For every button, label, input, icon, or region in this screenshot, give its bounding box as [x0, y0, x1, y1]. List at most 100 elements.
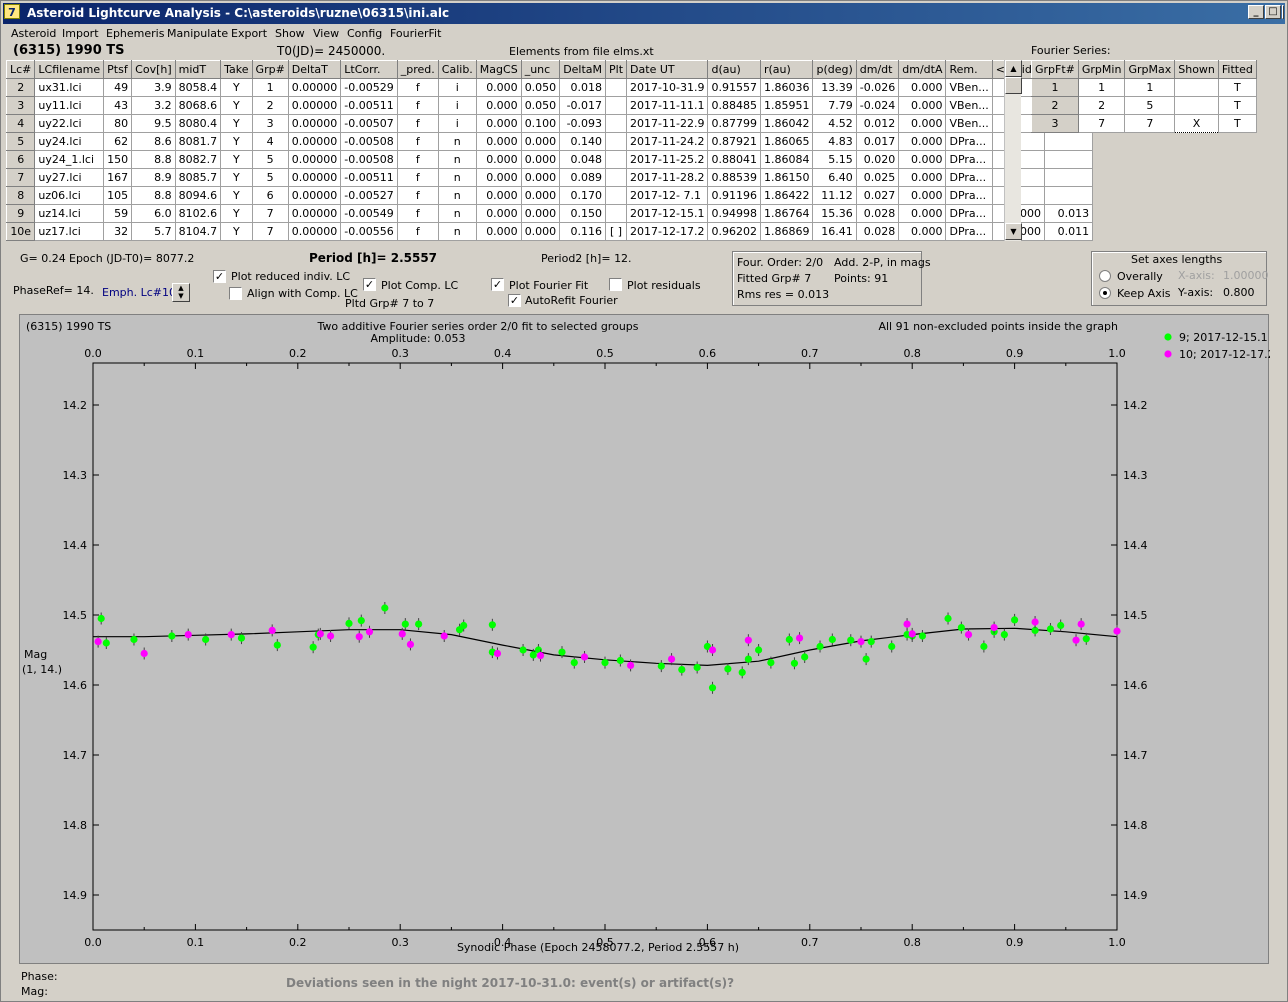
table-cell[interactable]: 0.012 [855, 114, 900, 133]
table-cell[interactable]: 0.000 [898, 78, 947, 97]
table-cell[interactable]: 0.87799 [707, 114, 761, 133]
table-cell[interactable]: Y [220, 222, 253, 241]
table-cell[interactable]: 0.94998 [707, 204, 761, 223]
table-cell[interactable]: n [437, 186, 477, 205]
table-row[interactable]: 4 uy22.lci 80 9.5 8080.4 Y 3 0.00000 -0.00507 f i 0… [5, 114, 1094, 133]
emph-spinner[interactable]: ▲ ▼ [172, 283, 190, 302]
table-cell[interactable]: 0.000 [898, 168, 947, 187]
table-cell[interactable]: -0.00508 [340, 150, 398, 169]
column-header[interactable]: Plt [605, 60, 628, 79]
table-cell[interactable]: 6.0 [131, 204, 176, 223]
table-cell[interactable]: 0.000 [520, 204, 561, 223]
column-header[interactable]: d(au) [707, 60, 761, 79]
table-cell[interactable]: 2017-12-17.2 [626, 222, 709, 241]
table-cell[interactable]: 3.2 [131, 96, 176, 115]
table-cell[interactable]: 16.41 [812, 222, 857, 241]
table-cell[interactable]: 0.00000 [287, 96, 342, 115]
table-cell[interactable]: 8104.7 [174, 222, 222, 241]
table-cell[interactable]: 7 [251, 222, 289, 241]
row-header[interactable]: 6 [5, 150, 36, 169]
row-header[interactable]: 10e [5, 222, 36, 241]
table-scrollbar[interactable]: ▲ ▼ [1004, 60, 1022, 241]
column-header[interactable]: Cov[h] [131, 60, 176, 79]
column-header[interactable]: _pred. [396, 60, 439, 79]
fourier-cell[interactable]: 1 [1124, 78, 1176, 97]
table-cell[interactable]: uz06.lci [34, 186, 105, 205]
table-cell[interactable]: 6.40 [812, 168, 857, 187]
table-cell[interactable]: f [396, 168, 439, 187]
menu-export[interactable]: Export [231, 27, 268, 40]
table-cell[interactable]: 0.000 [475, 222, 522, 241]
table-cell[interactable]: 15.36 [812, 204, 857, 223]
table-cell[interactable]: 2017-11-11.1 [626, 96, 709, 115]
table-cell[interactable]: 0.000 [475, 204, 522, 223]
table-cell[interactable]: 2017-10-31.9 [626, 78, 709, 97]
table-cell[interactable] [605, 150, 628, 169]
table-cell[interactable]: 0.000 [520, 132, 561, 151]
table-cell[interactable]: 13.39 [812, 78, 857, 97]
table-cell[interactable]: 0.91557 [707, 78, 761, 97]
table-cell[interactable]: 0.88041 [707, 150, 761, 169]
table-cell[interactable]: 1.86065 [759, 132, 814, 151]
table-cell[interactable]: f [396, 96, 439, 115]
table-cell[interactable]: VBen... [945, 96, 993, 115]
table-cell[interactable]: 0.028 [855, 222, 900, 241]
table-row[interactable]: 10e uz17.lci 32 5.7 8104.7 Y 7 0.00000 -0.00556 f… [5, 222, 1094, 241]
column-header[interactable]: DeltaM [559, 60, 607, 79]
table-row[interactable]: 7 uy27.lci 167 8.9 8085.7 Y 5 0.00000 -0.00511 f n… [5, 168, 1094, 187]
fourier-row-header[interactable]: 1 [1031, 78, 1079, 97]
table-cell[interactable]: 0.018 [559, 78, 607, 97]
table-cell[interactable]: 0.96202 [707, 222, 761, 241]
minimize-button[interactable]: _ [1248, 5, 1264, 19]
table-cell[interactable]: VBen... [945, 114, 993, 133]
row-header[interactable]: 2 [5, 78, 36, 97]
table-cell[interactable]: 49 [103, 78, 133, 97]
column-header[interactable]: Calib. [437, 60, 477, 79]
plot-fourier-checkbox[interactable]: ✓ [491, 278, 504, 291]
table-cell[interactable]: DPra... [945, 204, 993, 223]
table-cell[interactable] [605, 114, 628, 133]
table-cell[interactable]: 0.000 [898, 150, 947, 169]
row-header[interactable]: 9 [5, 204, 36, 223]
column-header[interactable]: r(au) [759, 60, 814, 79]
fourier-column-header[interactable]: GrpMin [1077, 60, 1126, 79]
table-cell[interactable] [605, 132, 628, 151]
table-cell[interactable]: DPra... [945, 150, 993, 169]
table-cell[interactable]: 0.00000 [287, 114, 342, 133]
table-cell[interactable]: 5.15 [812, 150, 857, 169]
table-cell[interactable]: -0.00511 [340, 96, 398, 115]
table-cell[interactable] [605, 168, 628, 187]
fourier-cell[interactable]: 7 [1077, 114, 1126, 133]
row-header[interactable]: 8 [5, 186, 36, 205]
table-cell[interactable]: n [437, 204, 477, 223]
table-cell[interactable]: 2017-11-22.9 [626, 114, 709, 133]
overally-radio[interactable] [1099, 270, 1111, 282]
table-cell[interactable]: 80 [103, 114, 133, 133]
menu-ephemeris[interactable]: Ephemeris [106, 27, 165, 40]
table-cell[interactable]: 59 [103, 204, 133, 223]
menu-asteroid[interactable]: Asteroid [11, 27, 57, 40]
table-cell[interactable]: 2 [251, 96, 289, 115]
table-cell[interactable]: DPra... [945, 132, 993, 151]
table-cell[interactable]: 0.00000 [287, 132, 342, 151]
menu-manipulate[interactable]: Manipulate [167, 27, 229, 40]
yaxis-value[interactable]: 0.800 [1223, 286, 1255, 299]
table-cell[interactable]: 8058.4 [174, 78, 222, 97]
xaxis-value[interactable]: 1.00000 [1223, 269, 1269, 282]
table-cell[interactable]: n [437, 222, 477, 241]
table-cell[interactable]: n [437, 150, 477, 169]
table-cell[interactable]: 105 [103, 186, 133, 205]
table-cell[interactable]: 0.000 [475, 96, 522, 115]
table-cell[interactable]: 0.027 [855, 186, 900, 205]
table-cell[interactable]: 0.011 [1044, 222, 1094, 241]
table-cell[interactable]: uy22.lci [34, 114, 105, 133]
table-cell[interactable]: ux31.lci [34, 78, 105, 97]
table-cell[interactable]: uz14.lci [34, 204, 105, 223]
plot-comp-checkbox[interactable]: ✓ [363, 278, 376, 291]
table-cell[interactable]: f [396, 150, 439, 169]
table-cell[interactable]: uz17.lci [34, 222, 105, 241]
table-cell[interactable]: 3.9 [131, 78, 176, 97]
table-cell[interactable]: i [437, 114, 477, 133]
table-cell[interactable]: 0.000 [475, 132, 522, 151]
